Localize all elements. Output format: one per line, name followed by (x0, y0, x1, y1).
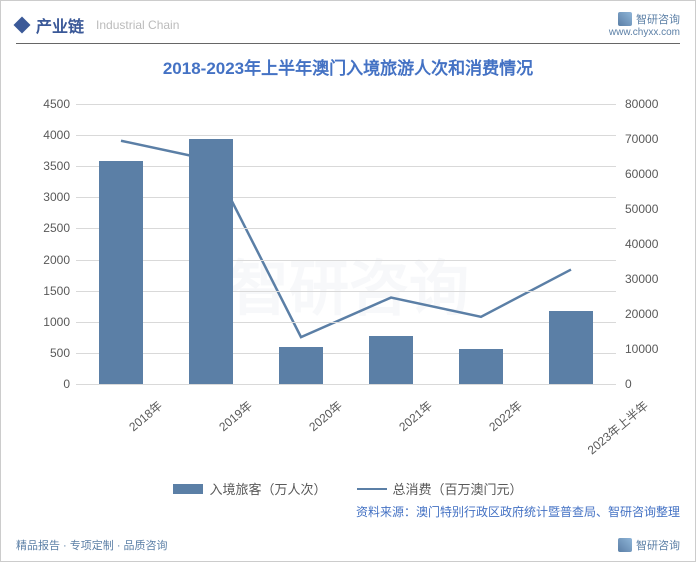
brand: 智研咨询 (618, 11, 680, 27)
grid-line (76, 384, 616, 385)
grid-line (76, 353, 616, 354)
y-right-label: 40000 (625, 237, 658, 251)
y-left-label: 0 (63, 377, 70, 391)
x-label: 2018年 (125, 397, 166, 435)
brand-name: 智研咨询 (636, 11, 680, 27)
divider (16, 43, 680, 44)
footer-right: 智研咨询 (618, 537, 680, 553)
bar (189, 139, 233, 384)
header-left: 产业链 Industrial Chain (16, 13, 179, 37)
grid-line (76, 291, 616, 292)
y-right-label: 10000 (625, 342, 658, 356)
y-left-label: 500 (50, 346, 70, 360)
legend: 入境旅客（万人次） 总消费（百万澳门元） (1, 479, 695, 498)
grid-line (76, 104, 616, 105)
grid-line (76, 135, 616, 136)
y-right-label: 80000 (625, 97, 658, 111)
x-label: 2019年 (215, 397, 256, 435)
y-right-label: 0 (625, 377, 632, 391)
website: www.chyxx.com (609, 27, 680, 38)
y-right-label: 70000 (625, 132, 658, 146)
x-axis-labels: 2018年2019年2020年2021年2022年2023年上半年 (76, 389, 616, 449)
y-left-label: 4500 (43, 97, 70, 111)
bar (549, 311, 593, 384)
section-label-en: Industrial Chain (96, 18, 179, 32)
legend-bar-item: 入境旅客（万人次） (173, 479, 326, 498)
x-label: 2022年 (485, 397, 526, 435)
y-left-label: 2000 (43, 253, 70, 267)
grid-line (76, 166, 616, 167)
x-label: 2020年 (305, 397, 346, 435)
section-label: 产业链 (36, 13, 84, 37)
y-right-label: 50000 (625, 202, 658, 216)
bar (459, 349, 503, 384)
plot-area (76, 104, 616, 384)
bar (369, 336, 413, 384)
legend-line-icon (357, 488, 387, 490)
y-left-label: 1500 (43, 284, 70, 298)
legend-bar-label: 入境旅客（万人次） (209, 479, 326, 498)
chart-area: 智研咨询 05001000150020002500300035004000450… (31, 94, 667, 474)
legend-line-label: 总消费（百万澳门元） (393, 479, 523, 498)
y-left-label: 3500 (43, 159, 70, 173)
y-right-label: 30000 (625, 272, 658, 286)
y-left-label: 4000 (43, 128, 70, 142)
x-label: 2023年上半年 (583, 397, 651, 458)
bar (99, 161, 143, 384)
legend-bar-icon (173, 484, 203, 494)
brand-icon (618, 12, 632, 26)
footer: 精品报告 · 专项定制 · 品质咨询 智研咨询 (16, 537, 680, 553)
header: 产业链 Industrial Chain 智研咨询 www.chyxx.com (1, 1, 695, 43)
y-right-label: 20000 (625, 307, 658, 321)
y-right-label: 60000 (625, 167, 658, 181)
bar (279, 347, 323, 384)
diamond-icon (14, 16, 31, 33)
footer-brand-icon (618, 538, 632, 552)
y-axis-left: 050010001500200025003000350040004500 (31, 104, 73, 384)
grid-line (76, 322, 616, 323)
y-left-label: 1000 (43, 315, 70, 329)
y-left-label: 2500 (43, 221, 70, 235)
grid-line (76, 197, 616, 198)
y-left-label: 3000 (43, 190, 70, 204)
source-text: 资料来源：澳门特别行政区政府统计暨普查局、智研咨询整理 (1, 498, 695, 520)
footer-left: 精品报告 · 专项定制 · 品质咨询 (16, 537, 168, 553)
legend-line-item: 总消费（百万澳门元） (357, 479, 523, 498)
grid-line (76, 260, 616, 261)
footer-brand-name: 智研咨询 (636, 537, 680, 553)
grid-line (76, 228, 616, 229)
line-chart (76, 104, 616, 384)
x-label: 2021年 (395, 397, 436, 435)
header-right: 智研咨询 www.chyxx.com (609, 11, 680, 38)
y-axis-right: 0100002000030000400005000060000700008000… (622, 104, 667, 384)
chart-title: 2018-2023年上半年澳门入境旅游人次和消费情况 (1, 54, 695, 79)
